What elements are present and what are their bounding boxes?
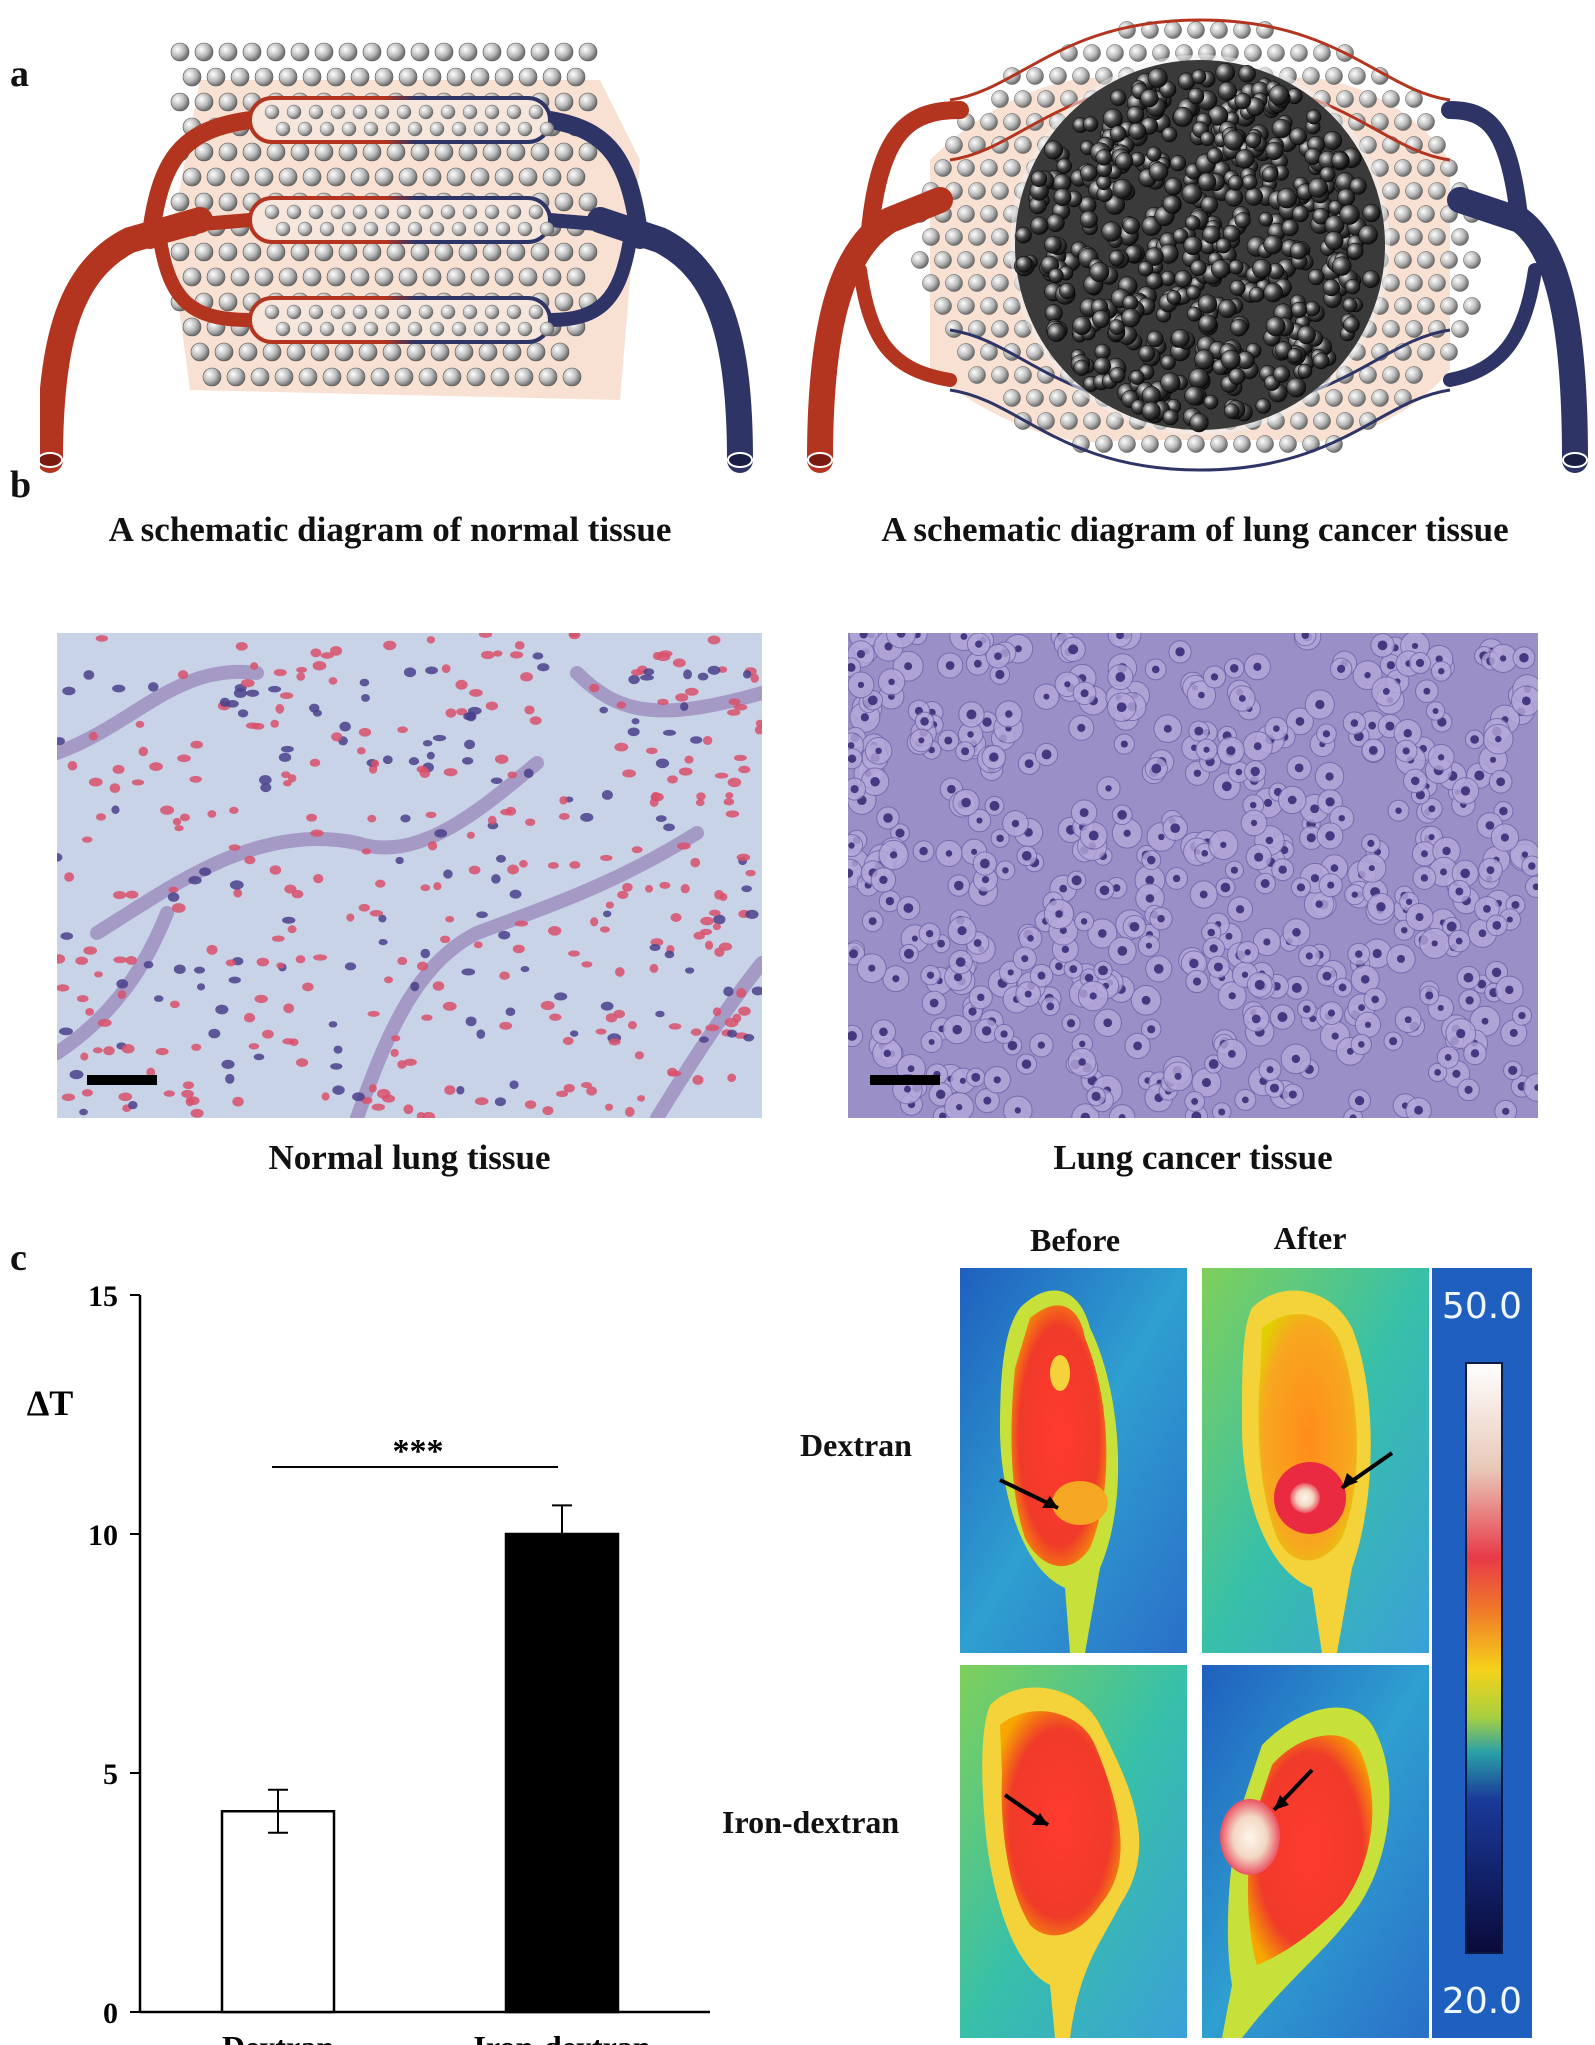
- temperature-colorbar: 50.0 20.0: [1432, 1268, 1532, 2038]
- chart-x-tick-label: Dextran: [222, 2029, 334, 2045]
- chart-y-tick-label: 5: [103, 1758, 118, 1791]
- chart-y-tick-label: 10: [88, 1519, 118, 1552]
- cancer-tissue-schematic-caption: A schematic diagram of lung cancer tissu…: [881, 510, 1509, 549]
- lung-cancer-caption: Lung cancer tissue: [1053, 1138, 1333, 1177]
- panel-letter-c: c: [10, 1237, 27, 1279]
- colorbar-max-label: 50.0: [1442, 1286, 1522, 1327]
- panel-letter-b: b: [10, 464, 32, 506]
- thermal-col-label-before: Before: [1029, 1222, 1121, 1258]
- thermal-row-label-dextran: Dextran: [800, 1427, 912, 1463]
- chart-y-tick-label: 0: [103, 1997, 118, 2030]
- normal-tissue-schematic: [40, 42, 753, 473]
- normal-lung-caption: Normal lung tissue: [268, 1138, 551, 1177]
- lung-cancer-micrograph: [848, 633, 1538, 1118]
- panel-letter-a: a: [10, 53, 29, 95]
- delta-t-bar-chart: ΔT 0 5 10 15 Dextran Iron-dextran ***: [27, 1280, 710, 2045]
- thermal-before-dextran: [960, 1268, 1187, 1653]
- scale-bar: [870, 1075, 940, 1085]
- thermal-after-dextran: [1202, 1268, 1429, 1653]
- normal-tissue-schematic-caption: A schematic diagram of normal tissue: [108, 510, 672, 549]
- thermal-image-grid: [960, 1268, 1429, 2038]
- chart-bar: [220, 1809, 336, 2014]
- significance-label: ***: [393, 1433, 444, 1470]
- chart-bar: [504, 1532, 620, 2014]
- chart-y-tick-label: 15: [88, 1280, 118, 1313]
- thermal-after-iron-dextran: [1202, 1665, 1429, 2038]
- colorbar-min-label: 20.0: [1442, 1981, 1522, 2022]
- thermal-before-iron-dextran: [960, 1665, 1187, 2038]
- chart-x-tick-label: Iron-dextran: [473, 2029, 650, 2045]
- scale-bar: [87, 1075, 157, 1085]
- lung-cancer-schematic: [807, 18, 1588, 473]
- thermal-col-label-after: After: [1273, 1220, 1347, 1256]
- chart-y-axis-label: ΔT: [27, 1383, 74, 1423]
- thermal-row-label-iron-dextran: Iron-dextran: [722, 1804, 900, 1840]
- normal-lung-micrograph: [57, 633, 762, 1118]
